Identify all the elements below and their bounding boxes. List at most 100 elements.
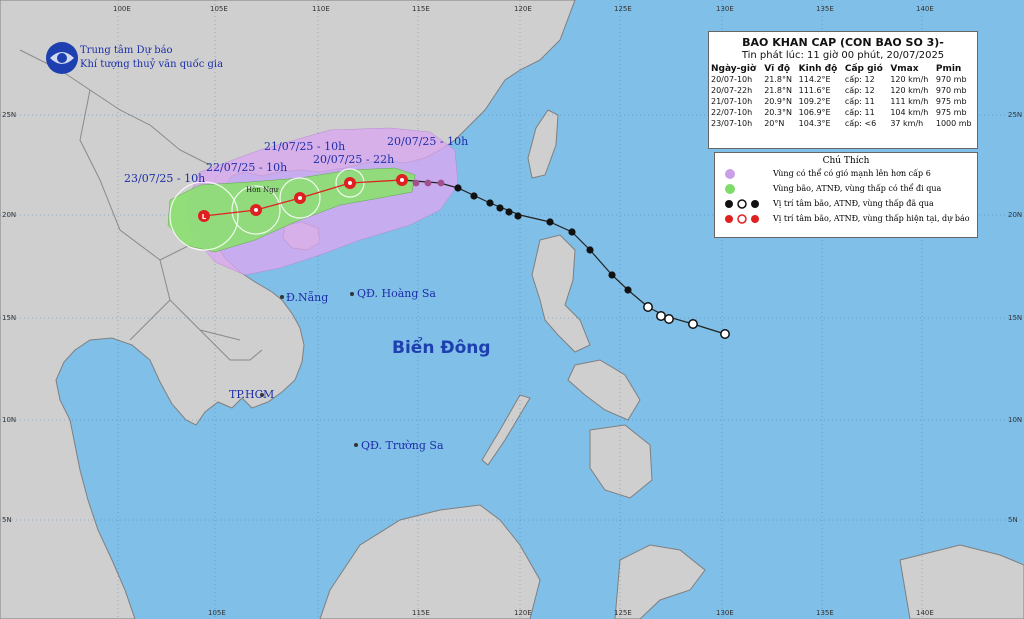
place-label-hcm: TP.HCM bbox=[229, 388, 275, 401]
palawan-island bbox=[481, 394, 531, 466]
table-cell: 970 mb bbox=[935, 86, 967, 95]
table-row: 21/07-10h 20.9°N 109.2°E cấp: 11 111 km/h 975… bbox=[709, 96, 977, 107]
place-label: Hòn Ngư bbox=[246, 186, 279, 194]
table-cell: 22/07-10h bbox=[711, 108, 753, 117]
taiwan-island bbox=[527, 109, 559, 179]
place-label-danang: Đ.Nẵng bbox=[286, 291, 329, 304]
table-row: 23/07-10h 20°N 104.3°E cấp: <6 37 km/h 1000 m… bbox=[709, 118, 977, 129]
storm-cone-zone bbox=[167, 167, 416, 253]
tick-top: 135E bbox=[816, 5, 834, 13]
column-header: Vmax bbox=[890, 64, 919, 74]
table-cell: 120 km/h bbox=[890, 86, 929, 95]
forecast-label: 22/07/25 - 10h bbox=[206, 161, 288, 174]
tick-left: 25N bbox=[2, 111, 17, 119]
bulletin-table: Ngày-giờ Vĩ độ Kinh độ Cấp gió Vmax Pmin… bbox=[709, 64, 977, 129]
tick-top: 140E bbox=[916, 5, 934, 13]
table-cell: 21.8°N bbox=[764, 75, 792, 84]
legend-title: Chú Thích bbox=[822, 156, 870, 166]
table-cell: 20/07-22h bbox=[711, 86, 753, 95]
tick-bottom: 125E bbox=[614, 609, 632, 617]
tick-right: 25N bbox=[1008, 111, 1023, 119]
legend-item-label: Vị trí tâm bão, ATNĐ, vùng thấp hiện tại… bbox=[773, 214, 970, 223]
mindanao-island bbox=[589, 424, 653, 499]
svg-text:L: L bbox=[202, 213, 207, 221]
tick-top: 115E bbox=[412, 5, 430, 13]
table-cell: 37 km/h bbox=[890, 119, 924, 128]
sulawesi-island bbox=[614, 544, 706, 619]
table-cell: cấp: 11 bbox=[844, 97, 875, 106]
forecast-label: 20/07/25 - 10h bbox=[387, 135, 469, 148]
table-cell: 106.9°E bbox=[798, 108, 831, 117]
column-header: Vĩ độ bbox=[764, 64, 791, 74]
forecast-position-icon bbox=[725, 213, 759, 224]
sea-label: Biển Đông bbox=[392, 338, 491, 358]
table-row: 20/07-22h 21.8°N 111.6°E cấp: 12 120 km/h 970… bbox=[709, 85, 977, 96]
table-cell: 23/07-10h bbox=[711, 119, 753, 128]
tick-top: 105E bbox=[210, 5, 228, 13]
table-cell: 975 mb bbox=[935, 97, 967, 106]
table-row: 22/07-10h 20.3°N 106.9°E cấp: 11 104 km/h 975… bbox=[709, 107, 977, 118]
forecast-positions: L bbox=[198, 174, 408, 222]
table-cell: 104.3°E bbox=[798, 119, 831, 128]
tick-top: 120E bbox=[514, 5, 532, 13]
tick-bottom: 120E bbox=[514, 609, 532, 617]
tick-top: 125E bbox=[614, 5, 632, 13]
tick-bottom: 135E bbox=[816, 609, 834, 617]
forecast-label: 23/07/25 - 10h bbox=[124, 172, 206, 185]
tick-left: 20N bbox=[2, 211, 17, 219]
column-header: Ngày-giờ bbox=[711, 64, 757, 74]
table-cell: 111 km/h bbox=[890, 97, 929, 106]
table-cell: 21.8°N bbox=[764, 86, 792, 95]
tick-right: 10N bbox=[1008, 416, 1023, 424]
tick-bottom: 105E bbox=[208, 609, 226, 617]
forecast-circles bbox=[169, 168, 365, 251]
tick-left: 15N bbox=[2, 314, 17, 322]
table-cell: 970 mb bbox=[935, 75, 967, 84]
tick-top: 110E bbox=[312, 5, 330, 13]
legend-item: Vùng bão, ATNĐ, vùng thấp có thể đi qua bbox=[715, 181, 977, 196]
tick-left: 5N bbox=[2, 516, 12, 524]
tick-top: 130E bbox=[716, 5, 734, 13]
bulletin-issued: Tin phát lúc: 11 giờ 00 phút, 20/07/2025 bbox=[741, 50, 945, 61]
table-cell: 975 mb bbox=[935, 108, 967, 117]
place-markers bbox=[260, 292, 358, 447]
table-cell: 21/07-10h bbox=[711, 97, 753, 106]
table-cell: 104 km/h bbox=[890, 108, 929, 117]
column-header: Pmin bbox=[935, 64, 962, 74]
forecast-label: 20/07/25 - 22h bbox=[313, 153, 395, 166]
globe-logo-icon bbox=[46, 42, 78, 74]
bulletin-title: BAO KHAN CAP (CON BAO SO 3)- bbox=[742, 36, 944, 49]
tick-bottom: 130E bbox=[716, 609, 734, 617]
table-cell: 20.9°N bbox=[764, 97, 792, 106]
table-cell: 20/07-10h bbox=[711, 75, 753, 84]
tick-right: 15N bbox=[1008, 314, 1023, 322]
table-cell: 114.2°E bbox=[798, 75, 831, 84]
past-position-icon bbox=[725, 198, 759, 209]
table-cell: 20°N bbox=[764, 119, 785, 128]
table-cell: 109.2°E bbox=[798, 97, 831, 106]
column-header: Kinh độ bbox=[798, 64, 838, 74]
tick-left: 10N bbox=[2, 416, 17, 424]
table-cell: 20.3°N bbox=[764, 108, 792, 117]
table-cell: 120 km/h bbox=[890, 75, 929, 84]
place-label-hoangsa: QĐ. Hoàng Sa bbox=[357, 287, 436, 300]
bulletin-panel: BAO KHAN CAP (CON BAO SO 3)- Tin phát lú… bbox=[708, 31, 978, 149]
tick-bottom: 140E bbox=[916, 609, 934, 617]
table-cell: cấp: <6 bbox=[844, 119, 877, 128]
luzon-island bbox=[531, 234, 591, 353]
legend-panel: Chú Thích Vùng có thể có gió mạnh lên hơ… bbox=[714, 152, 978, 238]
tick-bottom: 115E bbox=[412, 609, 430, 617]
legend-item: Vùng có thể có gió mạnh lên hơn cấp 6 bbox=[715, 166, 977, 181]
table-cell: cấp: 12 bbox=[844, 86, 875, 95]
table-header-row: Ngày-giờ Vĩ độ Kinh độ Cấp gió Vmax Pmin bbox=[709, 64, 977, 74]
forecast-label: 21/07/25 - 10h bbox=[264, 140, 346, 153]
table-cell: cấp: 11 bbox=[844, 108, 875, 117]
purple-zone-icon bbox=[725, 168, 735, 179]
green-zone-icon bbox=[725, 183, 735, 194]
legend-item-label: Vùng có thể có gió mạnh lên hơn cấp 6 bbox=[773, 169, 931, 178]
new-guinea-island bbox=[899, 544, 1024, 619]
legend-item: Vị trí tâm bão, ATNĐ, vùng thấp hiện tại… bbox=[715, 211, 977, 226]
legend-item: Vị trí tâm bão, ATNĐ, vùng thấp đã qua bbox=[715, 196, 977, 211]
table-cell: cấp: 12 bbox=[844, 75, 875, 84]
